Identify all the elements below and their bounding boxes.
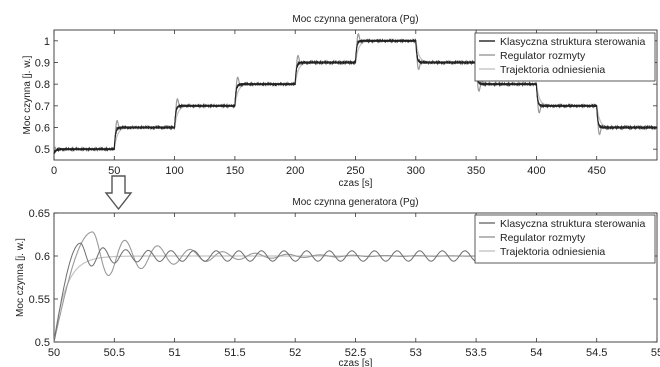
- legend-entry: Regulator rozmyty: [500, 232, 586, 244]
- x-tick-label: 50: [108, 165, 120, 177]
- x-tick-label: 400: [527, 165, 545, 177]
- legend-entry: Regulator rozmyty: [500, 50, 586, 62]
- x-tick-label: 100: [165, 165, 183, 177]
- y-tick-label: 0.9: [35, 58, 50, 70]
- x-tick-label: 53.5: [465, 347, 486, 359]
- y-tick-label: 0.6: [35, 123, 50, 135]
- legend: Klasyczna struktura sterowania Regulator …: [474, 32, 656, 82]
- x-tick-label: 300: [407, 165, 425, 177]
- y-tick-label: 0.5: [35, 144, 50, 156]
- chart-title: Moc czynna generatora (Pg): [292, 197, 418, 208]
- x-tick-label: 0: [51, 165, 57, 177]
- x-tick-label: 52: [289, 347, 301, 359]
- y-tick-label: 0.55: [29, 294, 50, 306]
- y-tick-label: 0.8: [35, 79, 50, 91]
- x-tick-label: 250: [346, 165, 364, 177]
- y-tick-label: 0.5: [35, 337, 50, 349]
- x-tick-label: 55: [651, 347, 660, 359]
- y-axis-label: Moc czynna [j. w.]: [15, 238, 26, 317]
- x-tick-label: 50.5: [104, 347, 125, 359]
- series-line-classic: [53, 242, 483, 343]
- x-tick-label: 50: [48, 347, 60, 359]
- chart-title: Moc czynna generatora (Pg): [292, 14, 418, 25]
- down-arrow-icon: [104, 175, 133, 211]
- x-tick-label: 54: [530, 347, 542, 359]
- chart-1: 0 50 100 150 200 250 300 350 400 450 0.5 0.6 0.7 0.8 0…: [22, 14, 658, 189]
- x-tick-label: 450: [588, 165, 606, 177]
- legend-box: [474, 214, 656, 264]
- x-tick-label: 53: [410, 347, 422, 359]
- x-tick-label: 54.5: [586, 347, 607, 359]
- x-tick-label: 51: [168, 347, 180, 359]
- y-tick-label: 0.6: [35, 251, 50, 263]
- series-line-classic: [53, 38, 658, 155]
- legend: Klasyczna struktura sterowania Regulator …: [474, 214, 656, 264]
- x-tick-label: 52.5: [345, 347, 366, 359]
- x-tick-label: 200: [286, 165, 304, 177]
- x-tick-label: 150: [226, 165, 244, 177]
- x-axis-label: czas [s]: [339, 178, 373, 189]
- legend-entry: Klasyczna struktura sterowania: [500, 218, 645, 230]
- chart-2: 50 50.5 51 51.5 52 52.5 53 53.5 54 54.5 55 0.5 0.55 0…: [15, 197, 660, 367]
- x-tick-label: 350: [467, 165, 485, 177]
- y-tick-label: 1: [44, 36, 50, 48]
- legend-entry: Klasyczna struktura sterowania: [500, 36, 645, 48]
- legend-entry: Trajektoria odniesienia: [500, 64, 605, 76]
- x-tick-label: 51.5: [224, 347, 245, 359]
- y-tick-label: 0.7: [35, 101, 50, 113]
- legend-box: [474, 32, 656, 82]
- x-axis-label: czas [s]: [339, 358, 373, 367]
- y-axis-label: Moc czynna [j. w.]: [22, 55, 33, 134]
- y-tick-label: 0.65: [29, 208, 50, 220]
- legend-entry: Trajektoria odniesienia: [500, 246, 605, 258]
